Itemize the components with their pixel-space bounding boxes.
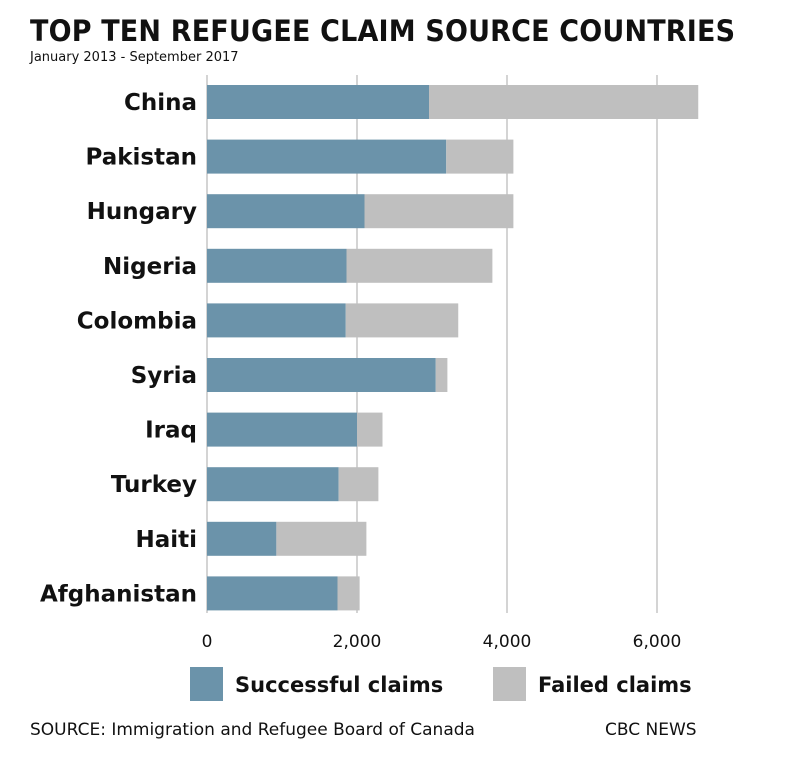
category-label: Hungary bbox=[87, 199, 197, 225]
failed-bar bbox=[338, 467, 379, 502]
successful-bar bbox=[207, 576, 338, 611]
category-label: Syria bbox=[131, 363, 197, 389]
legend-label: Failed claims bbox=[538, 673, 692, 697]
failed-bar bbox=[429, 85, 699, 119]
failed-bar bbox=[357, 412, 383, 447]
failed-bar bbox=[337, 576, 360, 611]
failed-bar bbox=[435, 358, 448, 392]
chart-subtitle: January 2013 - September 2017 bbox=[30, 50, 239, 65]
failed-bar bbox=[346, 248, 493, 283]
successful-bar bbox=[207, 139, 447, 174]
successful-bar bbox=[207, 521, 277, 556]
x-tick-label: 0 bbox=[202, 632, 213, 652]
category-label: China bbox=[124, 90, 197, 116]
successful-bar bbox=[207, 412, 357, 447]
credit-note: CBC NEWS bbox=[605, 720, 697, 740]
failed-bar bbox=[364, 194, 514, 229]
successful-bar bbox=[207, 248, 347, 283]
category-label: Haiti bbox=[135, 527, 197, 553]
x-tick-label: 2,000 bbox=[333, 632, 382, 652]
failed-bar bbox=[276, 521, 367, 556]
successful-bar bbox=[207, 303, 346, 338]
category-label: Iraq bbox=[145, 418, 197, 444]
failed-bar bbox=[446, 139, 514, 174]
successful-bar bbox=[207, 194, 365, 229]
category-label: Colombia bbox=[77, 308, 197, 334]
category-label: Pakistan bbox=[85, 145, 197, 171]
chart-title: TOP TEN REFUGEE CLAIM SOURCE COUNTRIES bbox=[30, 14, 736, 48]
category-label: Nigeria bbox=[103, 254, 197, 280]
legend-swatch bbox=[190, 667, 223, 701]
source-note: SOURCE: Immigration and Refugee Board of… bbox=[30, 720, 475, 740]
successful-bar bbox=[207, 358, 436, 392]
x-tick-label: 6,000 bbox=[633, 632, 682, 652]
successful-bar bbox=[207, 85, 429, 119]
category-label: Turkey bbox=[111, 472, 197, 498]
failed-bar bbox=[345, 303, 459, 338]
category-label: Afghanistan bbox=[40, 581, 197, 607]
x-tick-label: 4,000 bbox=[483, 632, 532, 652]
legend-swatch bbox=[493, 667, 526, 701]
legend-label: Successful claims bbox=[235, 673, 443, 697]
successful-bar bbox=[207, 467, 339, 502]
